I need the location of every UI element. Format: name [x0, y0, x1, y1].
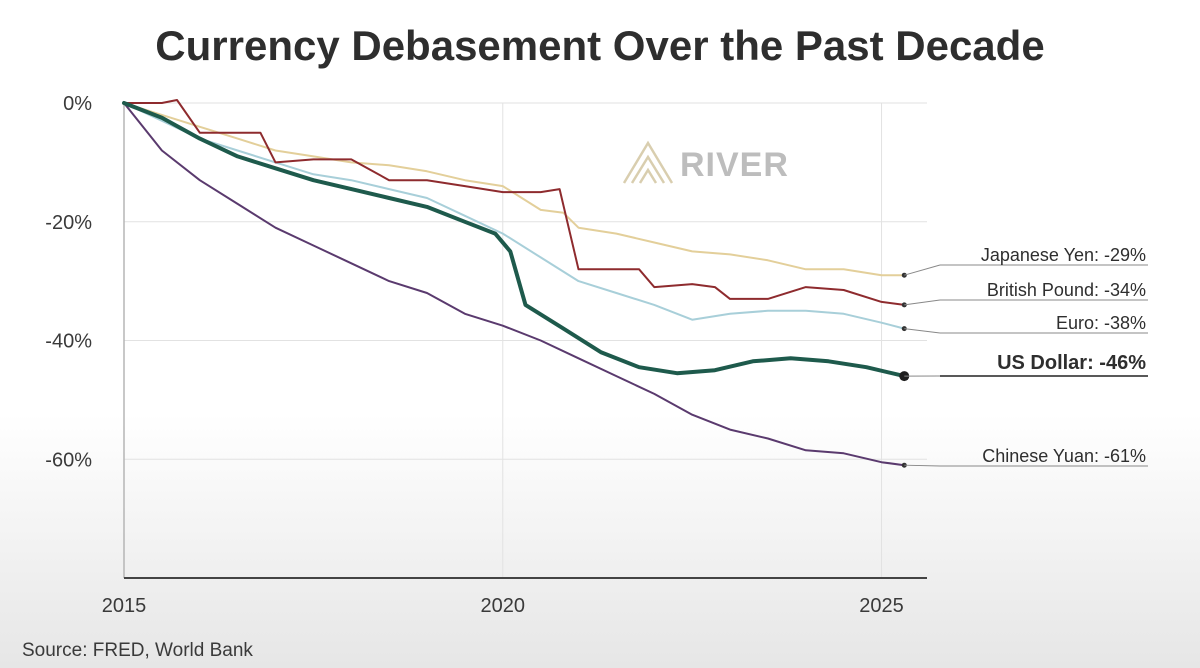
river-logo: RIVER — [622, 140, 789, 184]
y-tick-label: -60% — [45, 449, 92, 471]
series-leader-line — [904, 264, 941, 276]
series-line-euro — [123, 102, 906, 330]
series-line-japanese-yen — [123, 102, 906, 277]
series-label-british-pound: British Pound: -34% — [987, 280, 1146, 300]
river-logo-text: RIVER — [680, 146, 789, 184]
chart-title: Currency Debasement Over the Past Decade — [155, 22, 1045, 69]
series-label-euro: Euro: -38% — [1056, 313, 1146, 333]
series-label-chinese-yuan: Chinese Yuan: -61% — [982, 446, 1146, 466]
series-label-japanese-yen: Japanese Yen: -29% — [981, 245, 1146, 265]
series-label-us-dollar: US Dollar: -46% — [997, 352, 1146, 374]
river-logo-icon — [622, 140, 674, 184]
series-leader-line — [904, 464, 941, 467]
series-line-chinese-yuan — [123, 102, 906, 467]
series-leader-line — [904, 328, 941, 334]
series-line-british-pound — [123, 99, 906, 306]
source-note: Source: FRED, World Bank — [22, 640, 253, 661]
series-line-us-dollar — [122, 101, 907, 379]
y-tick-label: 0% — [63, 93, 92, 115]
y-tick-label: -40% — [45, 331, 92, 353]
x-tick-label: 2025 — [859, 595, 904, 617]
series-leader-line — [904, 299, 941, 306]
x-tick-label: 2020 — [481, 595, 526, 617]
x-tick-label: 2015 — [102, 595, 147, 617]
y-tick-label: -20% — [45, 212, 92, 234]
